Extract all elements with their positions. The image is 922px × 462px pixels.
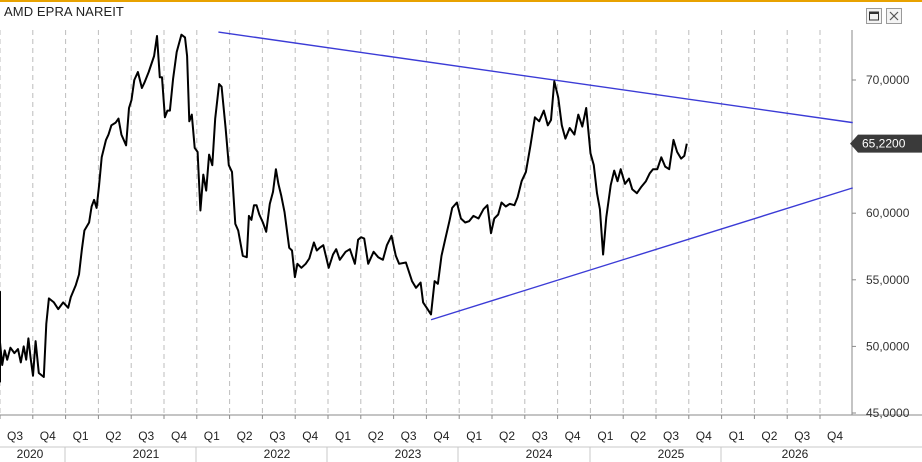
x-tick-label: Q4 — [40, 429, 56, 443]
last-price-marker — [850, 134, 922, 153]
x-tick-label: Q2 — [761, 429, 777, 443]
x-tick-label: Q3 — [401, 429, 417, 443]
x-tick-label: Q1 — [204, 429, 220, 443]
x-tick-label: Q2 — [105, 429, 121, 443]
x-tick-label: Q3 — [138, 429, 154, 443]
x-tick-label: Q2 — [499, 429, 515, 443]
y-tick-label: 70,0000 — [866, 73, 910, 87]
x-tick-label: Q4 — [696, 429, 712, 443]
upper-trendline — [218, 31, 853, 124]
year-label: 2022 — [264, 447, 291, 461]
year-label: 2021 — [133, 447, 160, 461]
chart-title: AMD EPRA NAREIT — [4, 4, 124, 19]
x-tick-label: Q3 — [663, 429, 679, 443]
x-tick-label: Q4 — [827, 429, 843, 443]
x-tick-label: Q1 — [466, 429, 482, 443]
y-tick-label: 55,0000 — [866, 273, 910, 287]
restore-button[interactable] — [866, 8, 882, 24]
x-tick-label: Q3 — [7, 429, 23, 443]
x-tick-label: Q3 — [269, 429, 285, 443]
year-label: 2025 — [658, 447, 685, 461]
x-tick-label: Q2 — [368, 429, 384, 443]
restore-icon — [869, 11, 879, 21]
last-price-label: 65,2200 — [862, 137, 906, 151]
close-button[interactable] — [886, 8, 902, 24]
x-tick-label: Q1 — [729, 429, 745, 443]
x-tick-label: Q4 — [171, 429, 187, 443]
x-tick-label: Q1 — [73, 429, 89, 443]
x-tick-label: Q3 — [532, 429, 548, 443]
x-tick-label: Q2 — [237, 429, 253, 443]
year-label: 2026 — [782, 447, 809, 461]
x-tick-label: Q3 — [794, 429, 810, 443]
x-tick-label: Q1 — [597, 429, 613, 443]
x-tick-label: Q4 — [302, 429, 318, 443]
price-line — [0, 33, 688, 383]
year-label: 2024 — [526, 447, 553, 461]
y-tick-label: 50,0000 — [866, 339, 910, 353]
year-label: 2020 — [17, 447, 44, 461]
x-tick-label: Q1 — [335, 429, 351, 443]
x-tick-label: Q4 — [433, 429, 449, 443]
title-bar-accent — [0, 0, 922, 2]
x-tick-label: Q4 — [565, 429, 581, 443]
x-tick-label: Q2 — [630, 429, 646, 443]
y-tick-label: 45,0000 — [866, 406, 910, 420]
y-tick-label: 60,0000 — [866, 206, 910, 220]
lower-trendline — [430, 187, 853, 321]
year-label: 2023 — [395, 447, 422, 461]
close-icon — [889, 11, 899, 21]
